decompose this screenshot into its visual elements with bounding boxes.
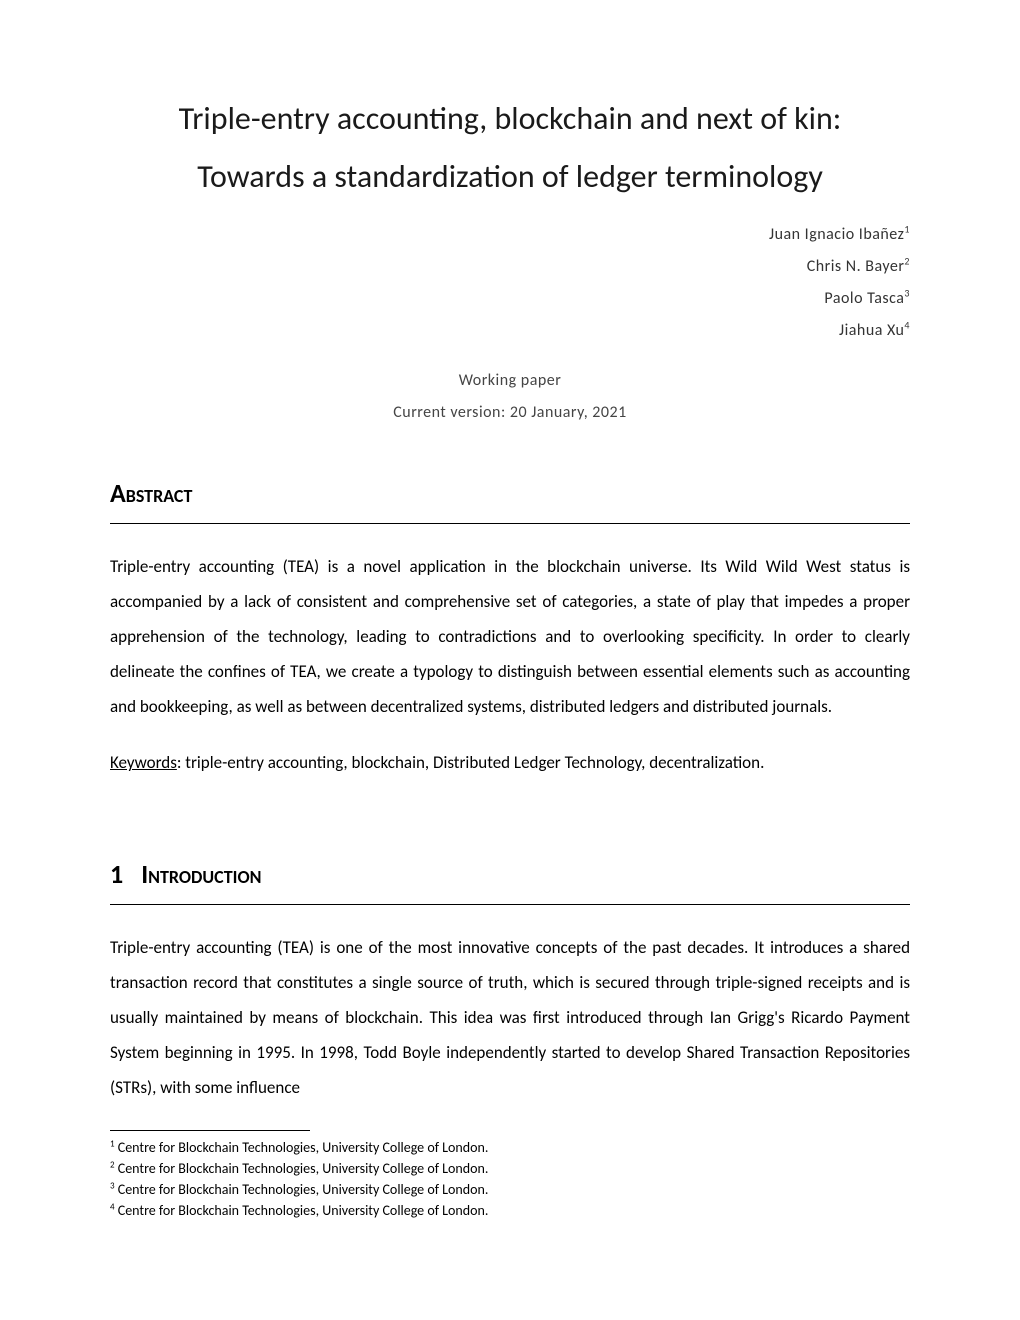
abstract-heading: Abstract <box>110 477 910 524</box>
footnotes: 1 Centre for Blockchain Technologies, Un… <box>110 1137 910 1221</box>
meta-line-1: Working paper <box>110 365 910 397</box>
keywords-label: Keywords <box>110 752 177 773</box>
introduction-heading-text: Introduction <box>141 858 261 890</box>
section-number: 1 <box>110 858 123 890</box>
keywords-text: : triple-entry accounting, blockchain, D… <box>177 752 764 773</box>
introduction-heading: 1 Introduction <box>110 858 910 905</box>
footnote-separator <box>110 1130 310 1131</box>
author-4: Jiahua Xu4 <box>110 315 910 347</box>
title-line-1: Triple-entry accounting, blockchain and … <box>179 99 842 138</box>
paper-meta: Working paper Current version: 20 Januar… <box>110 365 910 429</box>
footnote-2: 2 Centre for Blockchain Technologies, Un… <box>110 1158 910 1179</box>
paper-title: Triple-entry accounting, blockchain and … <box>110 90 910 205</box>
keywords-line: Keywords: triple-entry accounting, block… <box>110 746 910 780</box>
author-2: Chris N. Bayer2 <box>110 251 910 283</box>
meta-line-2: Current version: 20 January, 2021 <box>110 397 910 429</box>
author-1: Juan Ignacio Ibañez1 <box>110 219 910 251</box>
abstract-body: Triple-entry accounting (TEA) is a novel… <box>110 550 910 724</box>
footnote-3: 3 Centre for Blockchain Technologies, Un… <box>110 1179 910 1200</box>
author-3: Paolo Tasca3 <box>110 283 910 315</box>
footnote-4: 4 Centre for Blockchain Technologies, Un… <box>110 1200 910 1221</box>
author-list: Juan Ignacio Ibañez1 Chris N. Bayer2 Pao… <box>110 219 910 347</box>
title-line-2: Towards a standardization of ledger term… <box>197 157 823 196</box>
introduction-body: Triple-entry accounting (TEA) is one of … <box>110 931 910 1105</box>
footnote-1: 1 Centre for Blockchain Technologies, Un… <box>110 1137 910 1158</box>
